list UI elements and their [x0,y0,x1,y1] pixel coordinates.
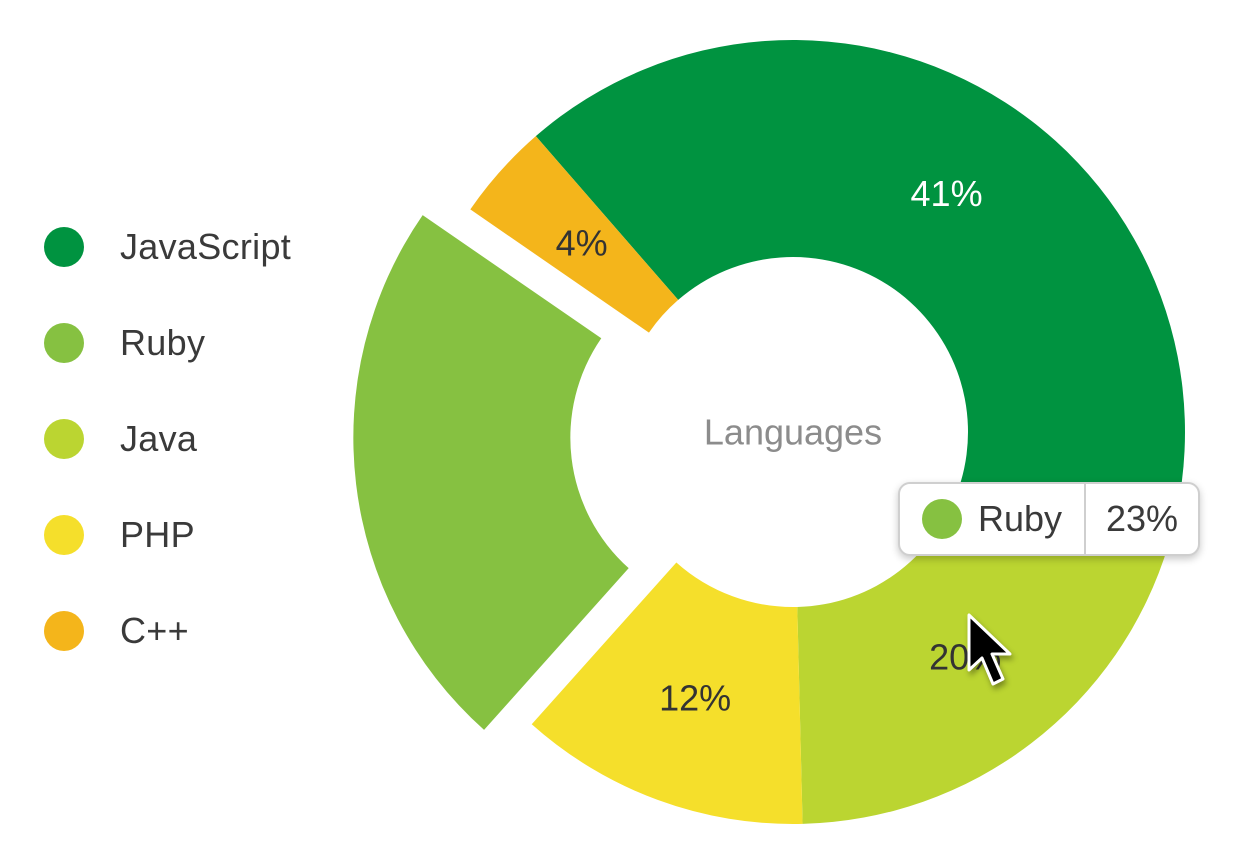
donut-center-title: Languages [704,412,882,453]
slice-javascript[interactable] [535,40,1185,544]
legend-label-javascript: JavaScript [120,226,292,267]
slice-ruby[interactable] [353,215,629,730]
tooltip-series-name: Ruby [978,498,1063,539]
legend-item-ruby[interactable]: Ruby [44,322,291,363]
slice-label-javascript: 41% [911,173,983,214]
legend-swatch-php [44,515,84,555]
legend-swatch-java [44,419,84,459]
tooltip-value: 23% [1105,498,1179,539]
legend-label-ruby: Ruby [120,322,206,363]
legend-label-java: Java [120,418,198,459]
legend-swatch-cpp [44,611,84,651]
chart-tooltip: Ruby 23% [898,482,1200,556]
chart-legend: JavaScript Ruby Java PHP C++ [44,226,292,707]
legend-swatch-ruby [44,323,84,363]
legend-item-javascript[interactable]: JavaScript [44,226,292,267]
legend-swatch-javascript [44,227,84,267]
slice-label-cpp: 4% [556,223,608,264]
legend-label-cpp: C++ [120,610,189,651]
slice-cpp[interactable] [470,136,679,333]
legend-item-cpp[interactable]: C++ [44,610,291,651]
slice-label-php: 12% [659,678,731,719]
arrow-pointer-icon [967,613,1012,686]
tooltip-series: Ruby [900,484,1087,554]
tooltip-swatch [922,499,962,539]
slice-php[interactable] [531,562,803,824]
legend-item-java[interactable]: Java [44,418,291,459]
legend-item-php[interactable]: PHP [44,514,291,555]
legend-label-php: PHP [120,514,195,555]
